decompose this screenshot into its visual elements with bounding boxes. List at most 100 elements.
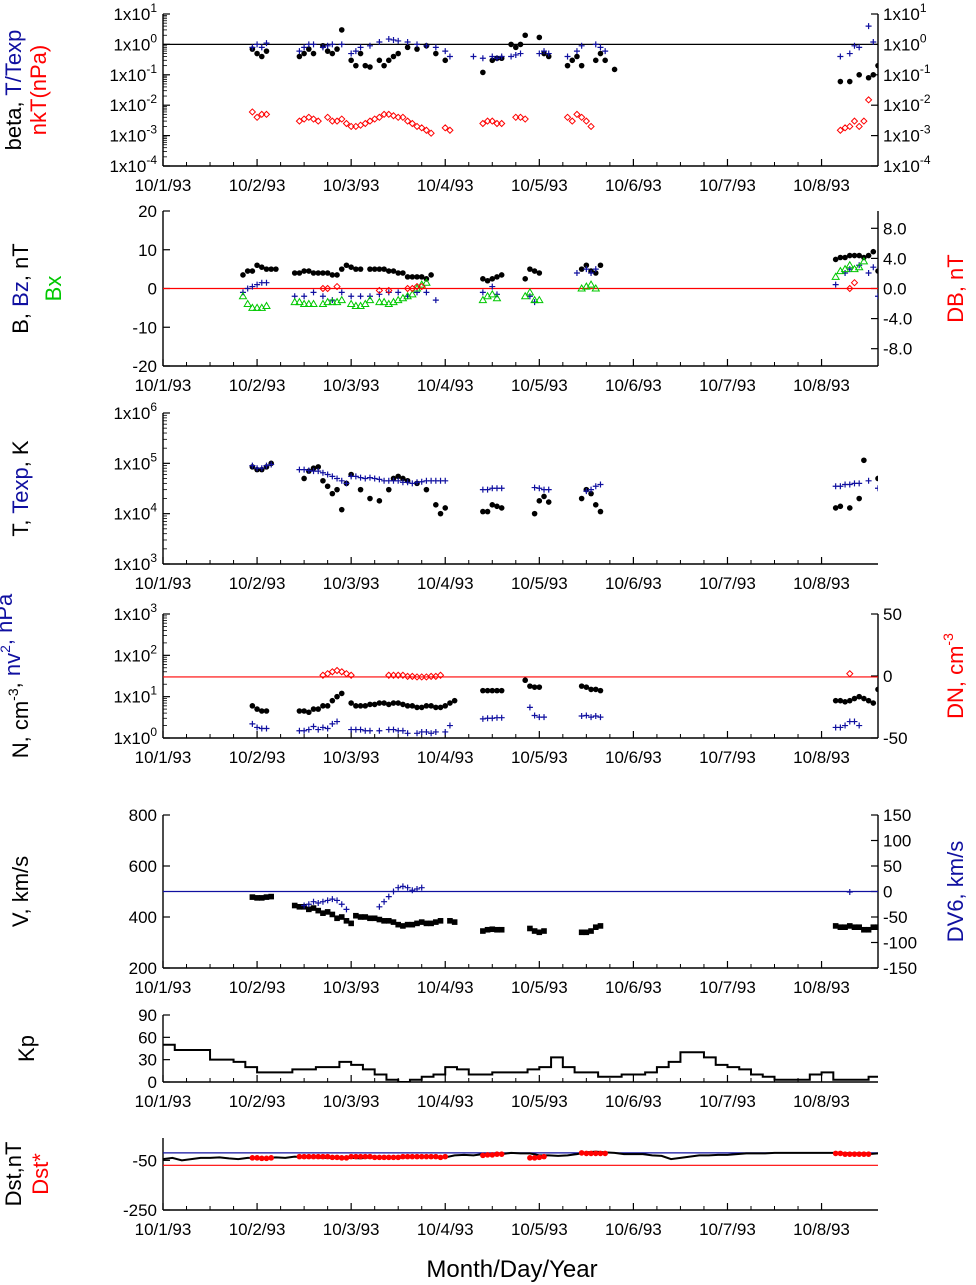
data-point (273, 266, 279, 272)
data-point (592, 57, 599, 64)
data-point (856, 924, 862, 930)
data-point (508, 53, 515, 60)
data-point (362, 1153, 369, 1160)
data-point (390, 919, 397, 925)
data-point (842, 699, 848, 705)
y-tick-label: 1x102 (113, 642, 157, 665)
data-layer (249, 457, 878, 517)
data-point (512, 51, 519, 58)
data-point (494, 274, 500, 280)
data-point (836, 126, 845, 134)
data-point (536, 50, 543, 57)
data-point (433, 704, 439, 711)
data-point (870, 38, 877, 45)
data-point (357, 474, 364, 481)
data-point (299, 299, 309, 307)
data-point (385, 289, 392, 296)
data-point (371, 475, 378, 482)
data-point (512, 44, 519, 51)
data-point (578, 1150, 585, 1156)
y-tick-label: 1x10-4 (109, 153, 157, 176)
data-point (856, 495, 862, 502)
data-point (845, 260, 855, 269)
data-point (837, 254, 844, 261)
data-point (479, 119, 487, 128)
y-tick-label: 1x100 (113, 31, 157, 54)
data-point (577, 113, 586, 122)
data-point (343, 262, 350, 269)
data-point (423, 920, 430, 927)
data-point (520, 291, 530, 300)
data-point (531, 712, 538, 719)
data-point (413, 122, 421, 131)
y-axis-label-part: N, cm (8, 701, 33, 758)
data-point (395, 700, 401, 706)
data-point (856, 252, 862, 259)
data-point (357, 1153, 364, 1160)
data-point (531, 928, 538, 934)
data-point (414, 920, 420, 927)
data-point (489, 502, 496, 508)
data-point (428, 703, 434, 709)
data-point (254, 724, 261, 731)
data-point (437, 918, 444, 924)
x-tick-label: 10/2/93 (229, 978, 286, 997)
y-tick-label: -20 (132, 357, 157, 376)
data-point (389, 297, 398, 306)
y-axis-label: T, Texp, K (8, 440, 33, 537)
data-point (489, 53, 496, 60)
data-point (541, 928, 547, 934)
y-axis-label: Dst,nT (1, 1142, 26, 1207)
data-point (334, 486, 340, 493)
data-point (489, 1152, 496, 1158)
x-tick-label: 10/8/93 (793, 1092, 850, 1111)
data-point (376, 38, 383, 45)
data-point (352, 473, 359, 480)
y-tick-label: 1x10-3 (109, 123, 157, 146)
x-tick-label: 10/1/93 (135, 1220, 192, 1239)
data-point (258, 264, 265, 270)
data-point (531, 510, 538, 517)
data-point (334, 272, 340, 278)
data-point (835, 266, 845, 275)
data-point (395, 270, 401, 276)
data-layer (238, 248, 878, 311)
data-point (526, 704, 533, 711)
data-point (343, 480, 350, 487)
data-point (483, 291, 492, 300)
y2-tick-label: 50 (883, 605, 902, 624)
data-point (262, 301, 271, 309)
data-point (310, 898, 317, 905)
data-point (243, 299, 253, 307)
data-point (573, 270, 580, 276)
data-point (837, 53, 844, 60)
data-point (837, 697, 844, 704)
data-point (437, 510, 444, 517)
x-tick-label: 10/8/93 (793, 1220, 850, 1239)
data-point (400, 270, 406, 276)
data-point (310, 706, 317, 712)
data-point (395, 37, 402, 44)
data-point (268, 266, 274, 272)
data-point (324, 471, 331, 478)
y-tick-label: 1x101 (113, 1, 157, 24)
data-point (304, 299, 314, 307)
data-point (376, 498, 383, 504)
data-point (338, 115, 346, 123)
data-point (414, 704, 420, 711)
y-axis-label-part: T, (8, 514, 33, 537)
x-tick-label: 10/8/93 (793, 574, 850, 593)
data-point (856, 722, 863, 729)
data-point (249, 1155, 256, 1161)
data-point (409, 480, 416, 487)
x-tick-label: 10/2/93 (229, 574, 286, 593)
data-point (381, 700, 387, 706)
data-point (399, 113, 407, 122)
data-point (479, 715, 486, 722)
data-point (856, 72, 862, 78)
data-point (489, 926, 496, 933)
data-point (573, 48, 580, 55)
data-point (583, 488, 590, 495)
y-axis-label: N, cm-3, nv2, nPa (0, 593, 33, 758)
x-tick-label: 10/5/93 (511, 748, 568, 767)
